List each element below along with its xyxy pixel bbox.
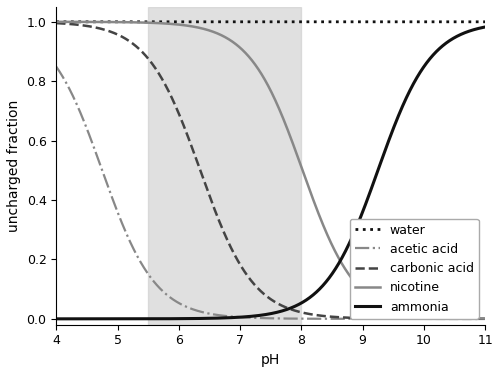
carbonic acid bbox=[75, 22, 81, 27]
ammonia bbox=[250, 314, 256, 318]
nicotine bbox=[391, 307, 397, 312]
water bbox=[250, 19, 256, 24]
carbonic acid bbox=[262, 292, 268, 297]
water bbox=[391, 19, 397, 24]
carbonic acid bbox=[391, 316, 397, 321]
acetic acid bbox=[482, 317, 488, 321]
nicotine bbox=[75, 19, 81, 24]
acetic acid bbox=[250, 316, 256, 320]
ammonia bbox=[53, 317, 59, 321]
ammonia bbox=[470, 28, 476, 32]
acetic acid bbox=[262, 316, 268, 321]
Line: carbonic acid: carbonic acid bbox=[56, 23, 485, 319]
Bar bbox=[148, 7, 302, 325]
ammonia bbox=[75, 316, 81, 321]
X-axis label: pH: pH bbox=[261, 353, 280, 367]
nicotine bbox=[53, 19, 59, 24]
carbonic acid bbox=[482, 316, 488, 321]
carbonic acid bbox=[470, 316, 476, 321]
acetic acid bbox=[53, 64, 59, 69]
Line: acetic acid: acetic acid bbox=[56, 67, 485, 319]
water bbox=[482, 19, 488, 24]
nicotine bbox=[250, 60, 256, 65]
acetic acid bbox=[470, 317, 476, 321]
water bbox=[75, 19, 81, 24]
Legend: water, acetic acid, carbonic acid, nicotine, ammonia: water, acetic acid, carbonic acid, nicot… bbox=[350, 218, 479, 319]
nicotine bbox=[470, 316, 476, 321]
ammonia bbox=[470, 28, 476, 32]
water bbox=[470, 19, 476, 24]
nicotine bbox=[470, 316, 476, 321]
ammonia bbox=[391, 125, 397, 129]
carbonic acid bbox=[250, 281, 256, 286]
acetic acid bbox=[470, 317, 476, 321]
water bbox=[262, 19, 268, 24]
nicotine bbox=[482, 316, 488, 321]
nicotine bbox=[262, 77, 268, 82]
Line: ammonia: ammonia bbox=[56, 27, 485, 319]
ammonia bbox=[482, 25, 488, 29]
water bbox=[53, 19, 59, 24]
acetic acid bbox=[391, 316, 397, 321]
carbonic acid bbox=[470, 316, 476, 321]
carbonic acid bbox=[53, 21, 59, 25]
acetic acid bbox=[75, 105, 81, 110]
Line: nicotine: nicotine bbox=[56, 22, 485, 319]
water bbox=[470, 19, 476, 24]
ammonia bbox=[262, 312, 268, 317]
Y-axis label: uncharged fraction: uncharged fraction bbox=[7, 100, 21, 232]
